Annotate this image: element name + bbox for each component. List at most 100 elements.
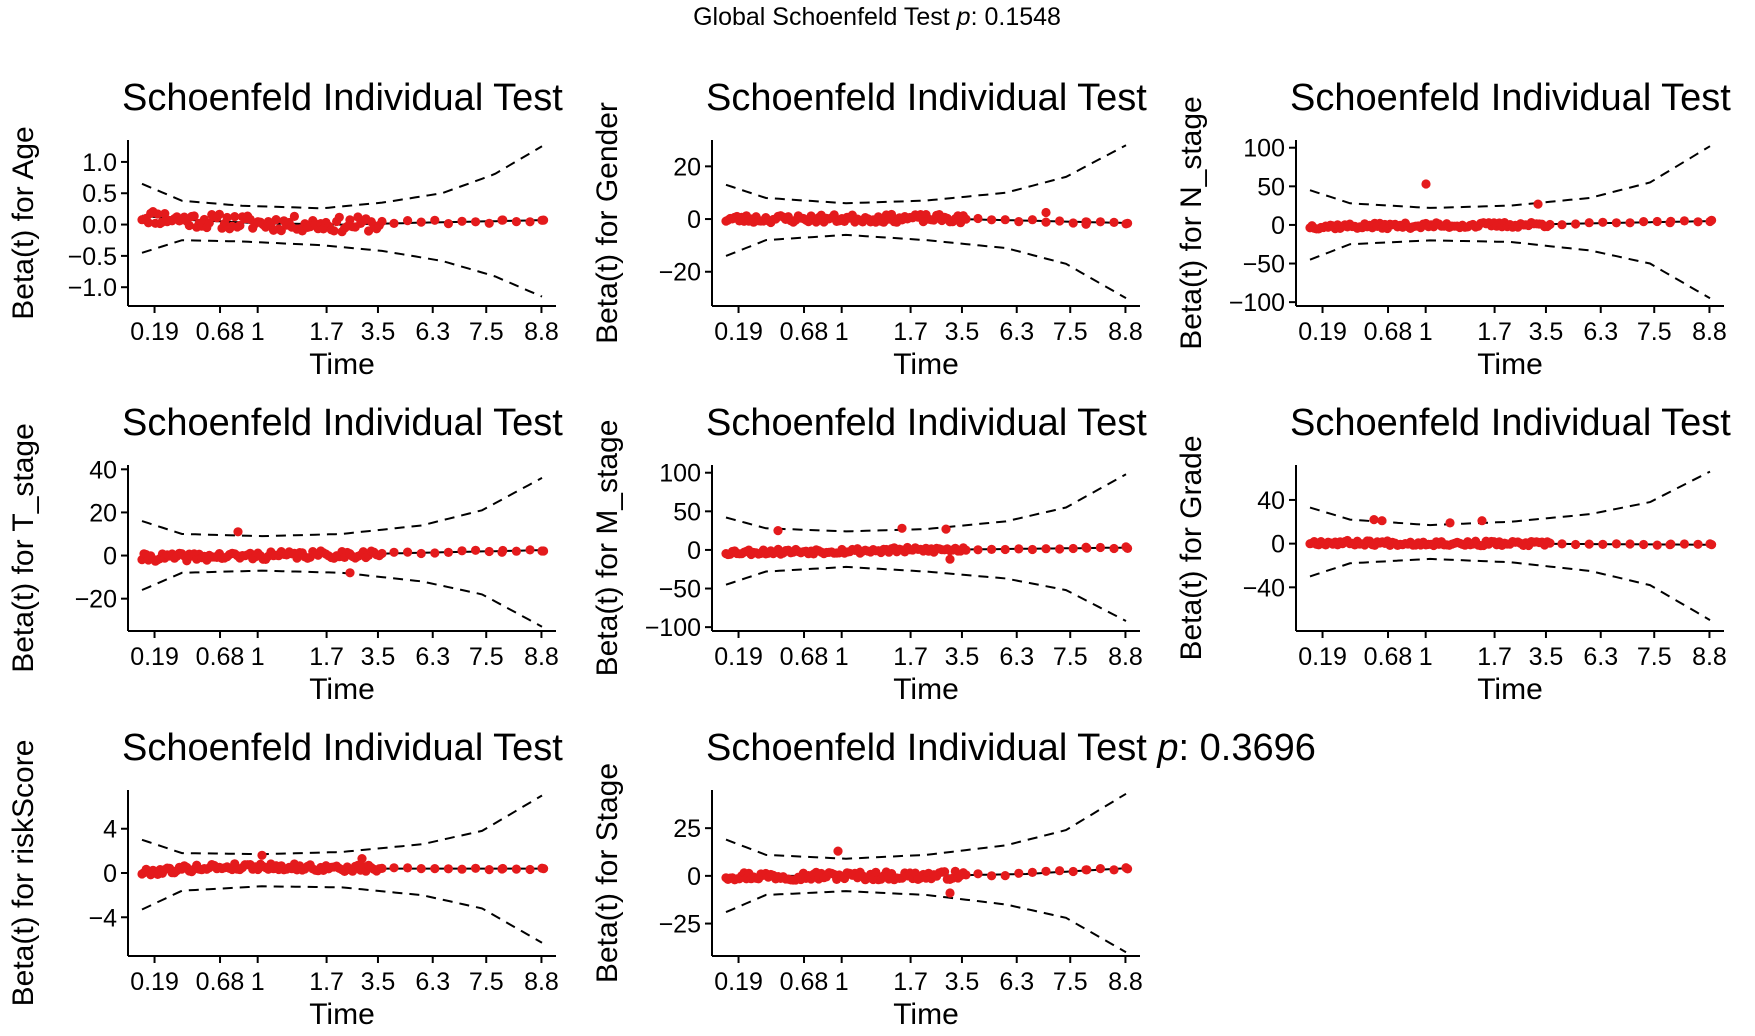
residual-point — [1477, 516, 1487, 526]
residual-point — [484, 865, 494, 875]
y-tick-label: 100 — [1243, 135, 1285, 163]
x-tick-label: 1 — [251, 318, 265, 346]
residual-point — [945, 888, 955, 898]
panel-riskscore: Schoenfeld Individual Test 4 0 −4 0.19 0.68 1 1… — [7, 727, 563, 1031]
x-tick-label: 1 — [251, 643, 265, 671]
x-tick-label: 8.8 — [1108, 968, 1143, 996]
x-tick-label: 0.68 — [196, 968, 245, 996]
residual-point — [1693, 539, 1703, 549]
x-tick-label: 6.3 — [415, 968, 450, 996]
upper-confidence-band — [141, 145, 543, 210]
residual-point — [1557, 539, 1567, 549]
x-axis-label: Time — [309, 348, 375, 381]
x-tick-label: 1 — [835, 318, 849, 346]
x-tick-label: 8.8 — [524, 318, 559, 346]
residual-point — [1109, 543, 1119, 554]
residual-point — [525, 217, 535, 227]
residual-point — [334, 212, 344, 222]
y-tick-label: −40 — [1243, 574, 1285, 602]
residual-point — [1121, 542, 1131, 552]
residual-point — [1665, 218, 1675, 228]
residual-point — [1081, 219, 1091, 229]
y-tick-label: 25 — [673, 815, 701, 843]
y-axis-label: Beta(t) for riskScore — [7, 740, 40, 1007]
residual-point — [1639, 217, 1649, 227]
global-title: Global Schoenfeld Test p: 0.1548 — [693, 3, 1061, 31]
panel-title: Schoenfeld Individual Test — [122, 727, 563, 769]
lower-confidence-band — [141, 569, 543, 628]
y-tick-label: 20 — [673, 153, 701, 181]
residual-point — [471, 217, 481, 227]
residual-point — [1421, 179, 1431, 189]
residual-point — [257, 850, 267, 860]
residual-point — [1000, 544, 1010, 555]
upper-confidence-band — [725, 792, 1127, 860]
residual-point — [153, 209, 163, 219]
residual-point — [1109, 865, 1119, 875]
x-tick-label: 1 — [835, 643, 849, 671]
residual-point — [1665, 540, 1675, 550]
residual-point — [1584, 218, 1594, 228]
residual-point — [773, 526, 783, 536]
residual-point — [497, 864, 507, 874]
residual-point — [1611, 539, 1621, 549]
y-tick-label: 0 — [1271, 212, 1285, 240]
residual-point — [471, 545, 481, 555]
x-tick-label: 1.7 — [893, 643, 928, 671]
panel-title: Schoenfeld Individual Test — [122, 402, 563, 444]
residual-point — [1027, 215, 1037, 225]
x-tick-label: 8.8 — [1692, 643, 1727, 671]
x-tick-label: 0.19 — [130, 968, 179, 996]
residual-point — [537, 546, 547, 556]
residual-point — [871, 867, 881, 877]
residual-point — [457, 546, 467, 556]
x-axis-label: Time — [1477, 673, 1543, 706]
y-tick-label: −0.5 — [68, 243, 117, 271]
x-tick-label: 6.3 — [999, 968, 1034, 996]
y-tick-label: −4 — [88, 904, 117, 932]
x-tick-label: 7.5 — [1637, 318, 1672, 346]
residual-point — [1584, 539, 1594, 549]
upper-confidence-band — [725, 144, 1127, 205]
x-tick-label: 6.3 — [999, 318, 1034, 346]
residual-point — [471, 863, 481, 873]
panel-title: Schoenfeld Individual Test — [1290, 402, 1731, 444]
x-tick-label: 1.7 — [1477, 643, 1512, 671]
residual-point — [987, 871, 997, 881]
upper-confidence-band — [725, 473, 1127, 533]
residual-point — [271, 215, 281, 225]
x-tick-label: 0.19 — [714, 968, 763, 996]
y-tick-label: 4 — [103, 816, 117, 844]
residual-point — [1377, 516, 1387, 526]
x-tick-label: 3.5 — [945, 643, 980, 671]
x-tick-label: 0.19 — [1298, 318, 1347, 346]
residual-point — [403, 216, 413, 226]
residual-point — [1095, 864, 1105, 874]
residual-point — [973, 869, 983, 879]
x-axis-label: Time — [893, 998, 959, 1031]
y-tick-label: 40 — [89, 456, 117, 484]
panel-title: Schoenfeld Individual Test — [706, 402, 1147, 444]
residual-point — [389, 218, 399, 228]
residual-point — [1027, 544, 1037, 555]
residual-point — [377, 216, 387, 227]
panel-title: Schoenfeld Individual Test — [122, 77, 563, 119]
residual-point — [537, 863, 547, 873]
residual-point — [1041, 866, 1051, 876]
residual-point — [1068, 543, 1078, 554]
y-tick-label: 0 — [1271, 531, 1285, 559]
residual-point — [204, 218, 214, 228]
x-axis-label: Time — [309, 998, 375, 1031]
x-tick-label: 1.7 — [1477, 318, 1512, 346]
residual-point — [403, 863, 413, 873]
residual-point — [1081, 865, 1091, 875]
upper-confidence-band — [1309, 470, 1711, 527]
residual-point — [143, 218, 153, 228]
residual-point — [1545, 219, 1555, 230]
residual-point — [1611, 218, 1621, 228]
residual-point — [1639, 539, 1649, 550]
x-tick-label: 8.8 — [1108, 643, 1143, 671]
x-tick-label: 1.7 — [309, 643, 344, 671]
residual-point — [1652, 216, 1662, 227]
